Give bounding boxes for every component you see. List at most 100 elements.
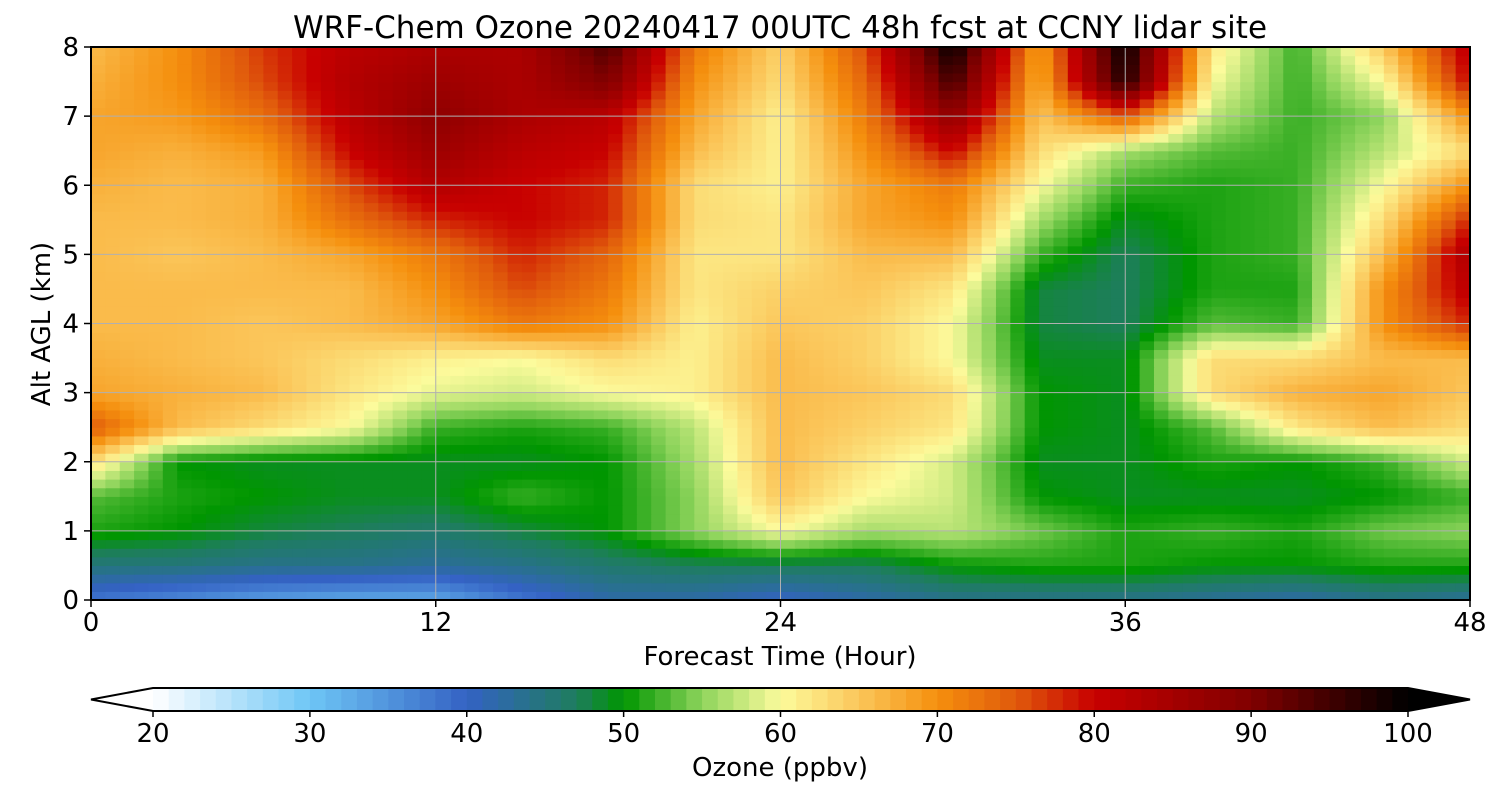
heatmap-cell [665, 435, 681, 446]
heatmap-cell [809, 202, 825, 212]
heatmap-cell [162, 418, 178, 428]
heatmap-cell [1082, 556, 1098, 567]
heatmap-cell [852, 504, 868, 515]
heatmap-cell [995, 349, 1011, 359]
heatmap-cell [852, 202, 868, 212]
heatmap-cell [407, 358, 422, 368]
heatmap-cell [967, 539, 983, 549]
heatmap-cell [421, 349, 437, 359]
heatmap-cell [636, 323, 652, 333]
heatmap-cell [881, 202, 897, 212]
heatmap-cell [1254, 150, 1270, 160]
heatmap-cell [924, 383, 940, 394]
heatmap-cell [105, 332, 121, 342]
heatmap-cell [909, 453, 925, 463]
heatmap-cell [464, 280, 480, 290]
heatmap-cell [1110, 245, 1126, 255]
heatmap-cell [723, 548, 739, 558]
heatmap-cell [723, 409, 739, 420]
heatmap-cell [981, 176, 997, 186]
heatmap-cell [1426, 263, 1442, 273]
heatmap-cell [593, 565, 609, 575]
heatmap-cell [1096, 496, 1112, 506]
heatmap-cell [1225, 470, 1241, 480]
heatmap-cell [809, 383, 825, 394]
heatmap-cell [708, 522, 724, 532]
heatmap-cell [1283, 565, 1299, 575]
heatmap-cell [263, 340, 279, 351]
heatmap-cell [565, 392, 580, 402]
heatmap-cell [292, 306, 308, 316]
heatmap-cell [349, 150, 365, 160]
heatmap-cell [751, 401, 767, 411]
heatmap-cell [608, 297, 624, 307]
heatmap-cell [780, 202, 796, 212]
heatmap-cell [780, 383, 796, 394]
heatmap-cell [392, 366, 408, 376]
heatmap-cell [651, 418, 667, 428]
heatmap-cell [1297, 245, 1313, 255]
heatmap-cell [708, 366, 724, 376]
heatmap-cell [1268, 349, 1284, 359]
heatmap-cell [1024, 314, 1040, 325]
heatmap-cell [1441, 582, 1457, 592]
heatmap-cell [924, 496, 940, 506]
heatmap-cell [1311, 211, 1327, 221]
heatmap-cell [694, 228, 710, 238]
heatmap-cell [1139, 487, 1155, 497]
heatmap-cell [277, 219, 293, 230]
heatmap-cell [1369, 461, 1385, 471]
heatmap-cell [1225, 392, 1241, 402]
heatmap-cell [407, 185, 422, 195]
heatmap-cell [708, 219, 724, 230]
heatmap-cell [1168, 349, 1184, 359]
heatmap-cell [1125, 150, 1141, 160]
heatmap-cell [1225, 556, 1241, 567]
heatmap-cell [737, 565, 753, 575]
heatmap-cell [148, 280, 164, 290]
heatmap-cell [1340, 176, 1356, 186]
heatmap-cell [1297, 487, 1313, 497]
heatmap-cell [938, 487, 954, 497]
heatmap-cell [363, 167, 379, 178]
heatmap-cell [665, 591, 681, 600]
heatmap-cell [1383, 288, 1399, 299]
heatmap-cell [1426, 530, 1442, 541]
heatmap-cell [407, 340, 422, 351]
heatmap-cell [478, 185, 494, 195]
heatmap-cell [909, 263, 925, 273]
heatmap-cell [1110, 323, 1126, 333]
heatmap-cell [177, 150, 193, 160]
heatmap-cell [1268, 263, 1284, 273]
heatmap-cell [967, 392, 983, 402]
heatmap-cell [277, 444, 293, 454]
heatmap-cell [1182, 297, 1198, 307]
heatmap-cell [708, 427, 724, 437]
heatmap-cell [837, 314, 853, 325]
heatmap-cell [1110, 453, 1126, 463]
heatmap-cell [651, 332, 667, 342]
heatmap-cell [1355, 314, 1371, 325]
heatmap-cell [363, 565, 379, 575]
heatmap-cell [363, 185, 379, 195]
heatmap-cell [981, 574, 997, 584]
heatmap-cell [478, 366, 494, 376]
heatmap-cell [392, 591, 408, 600]
heatmap-cell [608, 332, 624, 342]
heatmap-cell [1096, 237, 1112, 247]
heatmap-cell [823, 323, 839, 333]
heatmap-cell [881, 297, 897, 307]
heatmap-cell [464, 288, 480, 299]
heatmap-cell [579, 176, 595, 186]
heatmap-cell [1383, 418, 1399, 428]
heatmap-cell [665, 323, 681, 333]
heatmap-cell [1297, 574, 1313, 584]
heatmap-cell [1125, 349, 1141, 359]
heatmap-cell [1168, 219, 1184, 230]
heatmap-cell [723, 513, 739, 523]
heatmap-cell [249, 435, 264, 446]
heatmap-cell [938, 548, 954, 558]
heatmap-cell [1268, 418, 1284, 428]
heatmap-cell [134, 150, 150, 160]
heatmap-cell [1283, 211, 1299, 221]
